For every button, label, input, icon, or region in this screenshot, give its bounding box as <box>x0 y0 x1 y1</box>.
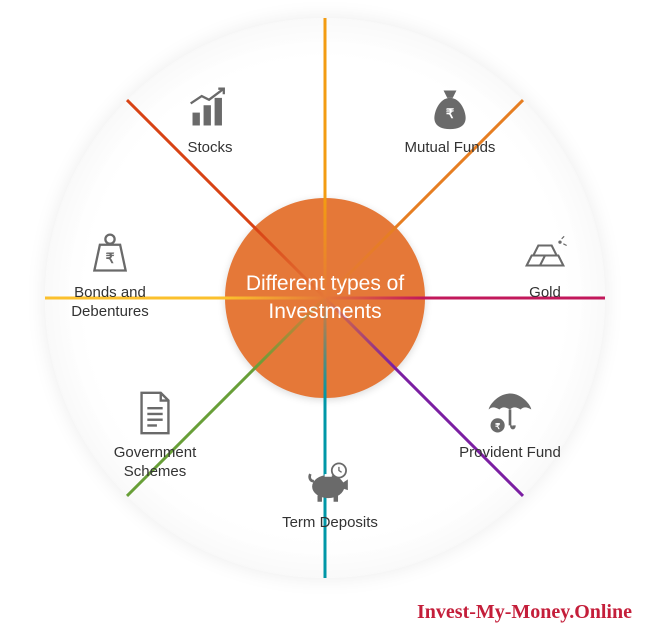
segment-provident-fund: ₹ Provident Fund <box>440 388 580 463</box>
svg-text:₹: ₹ <box>495 422 500 431</box>
piggy-bank-icon <box>305 458 355 508</box>
document-icon <box>130 388 180 438</box>
segment-label: Gold <box>529 284 561 303</box>
wheel-divider <box>324 18 327 298</box>
watermark: Invest-My-Money.Online <box>417 601 632 624</box>
segment-mutual-funds: ₹ Mutual Funds <box>380 83 520 158</box>
segment-bonds-debentures: ₹ Bonds and Debentures <box>40 228 180 322</box>
weight-icon: ₹ <box>85 228 135 278</box>
bar-chart-icon <box>185 83 235 133</box>
wheel-divider <box>324 298 327 578</box>
segment-stocks: Stocks <box>140 83 280 158</box>
segment-label: Government Schemes <box>85 444 225 482</box>
segment-term-deposits: Term Deposits <box>260 458 400 533</box>
gold-bars-icon <box>520 228 570 278</box>
segment-gold: Gold <box>475 228 615 303</box>
segment-label: Stocks <box>187 139 232 158</box>
segment-government-schemes: Government Schemes <box>85 388 225 482</box>
umbrella-icon: ₹ <box>485 388 535 438</box>
segment-label: Bonds and Debentures <box>40 284 180 322</box>
segment-label: Mutual Funds <box>405 139 496 158</box>
svg-text:₹: ₹ <box>106 251 115 266</box>
investment-wheel: Different types of Investments ₹ Mutual … <box>45 18 605 578</box>
money-bag-icon: ₹ <box>425 83 475 133</box>
segment-label: Term Deposits <box>282 514 378 533</box>
svg-text:₹: ₹ <box>446 106 455 121</box>
segment-label: Provident Fund <box>459 444 561 463</box>
